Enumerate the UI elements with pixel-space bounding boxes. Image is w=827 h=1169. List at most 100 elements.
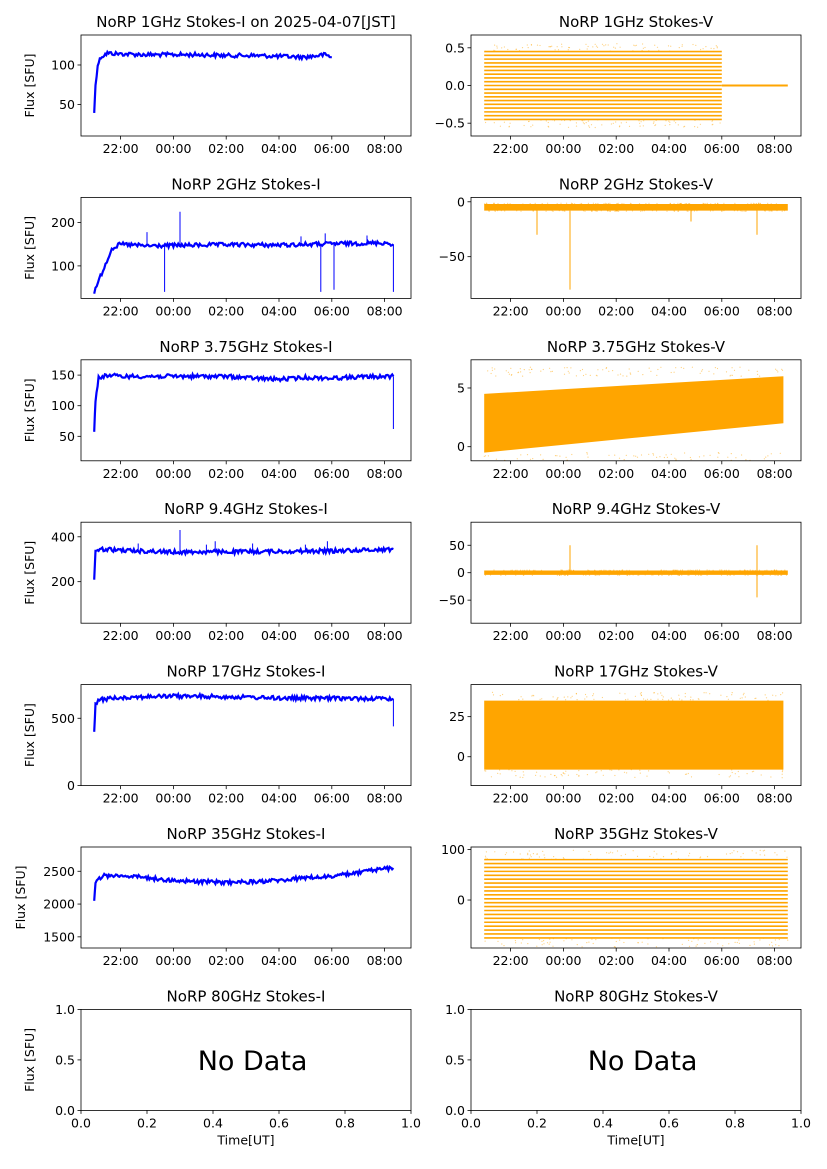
scatter-point [565,938,567,940]
scatter-point [734,941,736,944]
scatter-point [771,941,773,943]
scatter-point [638,574,640,576]
scatter-point [594,210,596,212]
scatter-point [776,854,778,856]
scatter-point [739,569,741,571]
scatter-point [519,853,521,855]
scatter-point [652,122,655,124]
plot-area [93,691,394,732]
scatter-point [500,574,502,577]
scatter-point [546,942,549,944]
scatter-point [522,858,525,860]
scatter-point [497,772,499,775]
scatter-point [782,692,784,694]
scatter-point [738,942,741,944]
scatter-point [551,45,553,47]
scatter-point [608,852,610,854]
scatter-point [523,774,525,776]
y-tick-label: −50 [439,593,465,608]
scatter-point [540,119,542,121]
chart-title: NoRP 80GHz Stokes-I [167,987,326,1005]
scatter-point [608,574,610,576]
chart-title: NoRP 1GHz Stokes-I on 2025-04-07[JST] [96,13,396,31]
scatter-point [551,858,553,861]
scatter-point [714,367,717,369]
x-tick-label: 02:00 [598,791,634,806]
scatter-point [559,123,561,125]
scatter-point [585,122,587,124]
x-tick-label: 22:00 [103,953,139,968]
scatter-point [705,692,707,694]
scatter-point [659,456,661,458]
scatter-point [694,119,696,121]
scatter-point [639,769,641,771]
x-tick-label: 02:00 [208,953,244,968]
scatter-point [781,777,783,779]
scatter-point [787,939,789,941]
scatter-point [515,48,517,50]
scatter-point [693,938,695,940]
scatter-point [547,121,549,124]
x-tick-label: 08:00 [367,466,403,481]
scatter-point [579,48,581,51]
y-tick-label: 50 [449,538,465,553]
x-tick-label: 04:00 [261,953,297,968]
scatter-point [484,455,487,457]
scatter-point [739,366,741,368]
scatter-point [535,774,537,777]
scatter-point [565,456,567,458]
axes-frame [470,684,802,786]
scatter-point [532,569,535,571]
scatter-point [516,210,518,212]
scatter-point [612,370,614,372]
series-line-1GHz-I [93,49,332,113]
scatter-point [697,939,699,941]
scatter-point [699,857,701,859]
scatter-point [540,454,542,456]
scatter-point [526,569,528,571]
scatter-point [653,850,655,852]
scatter-point [754,203,756,205]
scatter-point [637,370,639,372]
x-tick-label: 04:00 [261,303,297,318]
x-tick-label: 22:00 [493,791,529,806]
scatter-point [626,569,628,572]
scatter-point [586,696,588,698]
scatter-point [681,569,684,571]
scatter-point [652,454,655,456]
chart-title: NoRP 9.4GHz Stokes-V [552,500,721,518]
x-tick-label: 00:00 [545,303,581,318]
scatter-point [719,569,721,571]
scatter-point [484,940,486,942]
x-tick-label: 22:00 [103,791,139,806]
scatter-point [586,942,588,944]
scatter-point [680,366,682,369]
scatter-point [552,945,554,947]
scatter-point [609,210,611,212]
axes-frame [80,846,412,949]
scatter-point [596,210,598,212]
scatter-point [609,50,611,52]
scatter-point [586,774,589,776]
scatter-point [607,210,609,212]
scatter-point [675,569,677,571]
scatter-point [637,942,639,944]
scatter-point [541,944,543,946]
scatter-point [502,693,504,696]
chart-title: NoRP 3.75GHz Stokes-I [159,338,332,356]
scatter-point [688,945,691,947]
scatter-point [681,574,683,576]
scatter-point [528,569,531,571]
x-tick-label: 06:00 [704,628,740,643]
scatter-point [608,210,610,212]
scatter-point [603,203,605,205]
x-tick-label: 08:00 [367,303,403,318]
scatter-point [689,852,691,855]
scatter-point [523,124,525,127]
scatter-point [499,125,501,127]
scatter-point [578,775,580,777]
scatter-point [499,769,501,771]
scatter-point [736,941,738,944]
scatter-point [610,851,612,853]
scatter-point [615,940,617,943]
